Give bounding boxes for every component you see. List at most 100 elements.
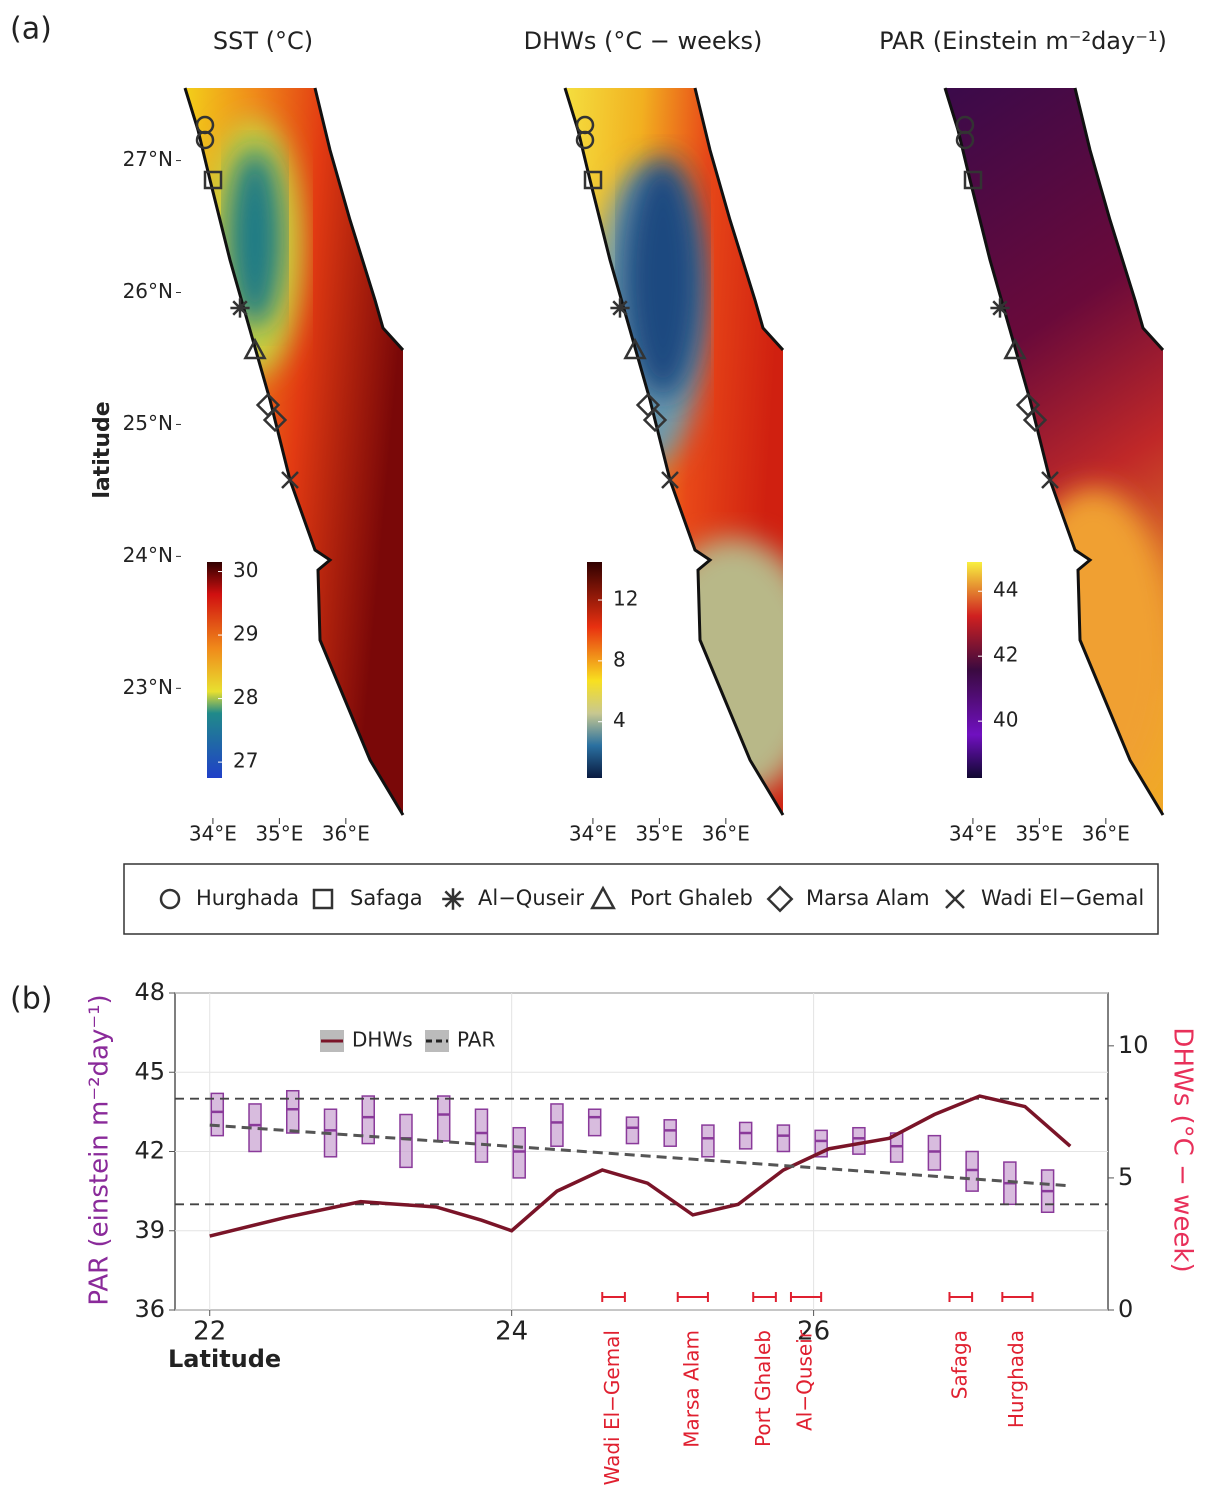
- colorbar: [967, 562, 982, 778]
- site-marker: [963, 170, 983, 190]
- x-tick-label: 26: [797, 1317, 830, 1347]
- par-box: [625, 1116, 640, 1145]
- map-blob: [227, 148, 283, 328]
- site-label: Port Ghaleb: [751, 1330, 775, 1447]
- lon-tick-label: 34°E: [569, 822, 617, 846]
- legend-box: [123, 863, 1159, 935]
- legend-label: DHWs: [352, 1028, 413, 1052]
- site-label: Wadi El−Gemal: [600, 1330, 624, 1485]
- y2-tick-label: 0: [1118, 1295, 1133, 1323]
- par-box: [927, 1134, 942, 1171]
- colorbar-tick-label: 8: [613, 647, 626, 671]
- par-box: [474, 1108, 489, 1163]
- lat-tick-label: 26°N: [123, 279, 173, 303]
- x-axis-label: Latitude: [168, 1345, 281, 1373]
- site-marker: [583, 170, 603, 190]
- par-box: [776, 1124, 791, 1153]
- coastline: [313, 87, 405, 352]
- coastline: [563, 87, 785, 816]
- legend-label: Marsa Alam: [806, 886, 930, 910]
- site-marker: [1041, 471, 1059, 489]
- lon-tick-label: 35°E: [1015, 822, 1063, 846]
- site-marker: [195, 130, 215, 150]
- site-label: Marsa Alam: [679, 1330, 703, 1448]
- colorbar-tick-label: 40: [993, 708, 1018, 732]
- site-range: [601, 1292, 626, 1302]
- maps: SST (°C) 23°N 24°N 25°N 26°N 27°N 34°E 35°E 36°E…: [123, 27, 1167, 846]
- site-marker: [1022, 407, 1048, 433]
- chart: 22 24 26 36 39 42 45 48 0 5 10 Latitude PAR (einstei…: [85, 978, 1198, 1485]
- site-marker: [281, 471, 299, 489]
- site-marker: [203, 170, 223, 190]
- lon-tick-label: 34°E: [189, 822, 237, 846]
- site-range: [948, 1292, 974, 1302]
- lon-tick-label: 34°E: [949, 822, 997, 846]
- colorbar-tick-label: 12: [613, 587, 638, 611]
- par-box: [965, 1150, 979, 1192]
- site-marker: [610, 298, 630, 318]
- y-tick-label: 48: [134, 978, 165, 1006]
- colorbar: [207, 562, 222, 778]
- site-range: [789, 1292, 823, 1302]
- y-tick-label: 36: [134, 1295, 165, 1323]
- y2-axis-label: DHWs (°C − week): [1168, 1027, 1198, 1272]
- par-box: [286, 1089, 300, 1134]
- site-marker: [661, 471, 679, 489]
- par-box: [852, 1126, 866, 1155]
- map-title: DHWs (°C − weeks): [524, 27, 763, 55]
- legend-label: Hurghada: [196, 886, 299, 910]
- coastline: [943, 87, 1165, 816]
- map-blob: [623, 158, 703, 398]
- y2-tick-label: 5: [1118, 1163, 1133, 1191]
- site-marker: [312, 888, 334, 910]
- par-box: [701, 1124, 715, 1158]
- y-tick-label: 45: [134, 1057, 165, 1085]
- colorbar-tick-label: 42: [993, 643, 1018, 667]
- site-marker: [623, 337, 647, 360]
- map-title: PAR (Einstein m⁻²day⁻¹): [879, 27, 1167, 55]
- site-marker: [442, 888, 464, 910]
- legend-label: Port Ghaleb: [630, 886, 753, 910]
- lat-tick-label: 25°N: [123, 411, 173, 435]
- map-blob: [643, 538, 783, 798]
- coastline: [693, 87, 785, 352]
- coastline: [1073, 87, 1165, 352]
- par-box: [550, 1103, 564, 1147]
- site-marker: [575, 130, 595, 150]
- site-range: [676, 1292, 709, 1302]
- par-box: [663, 1119, 677, 1147]
- y-tick-label: 39: [134, 1216, 165, 1244]
- site-label: Safaga: [947, 1330, 971, 1399]
- map-y-label: latitude: [90, 401, 115, 498]
- site-marker: [642, 407, 668, 433]
- par-box: [587, 1108, 602, 1137]
- colorbar-tick-label: 29: [233, 622, 258, 646]
- par-box: [512, 1126, 526, 1179]
- par-box: [361, 1095, 375, 1145]
- site-label: Hurghada: [1004, 1330, 1028, 1428]
- site-marker: [243, 337, 267, 360]
- lon-tick-label: 36°E: [702, 822, 750, 846]
- colorbar-tick-label: 28: [233, 685, 258, 709]
- x-tick-label: 24: [495, 1317, 528, 1347]
- site-marker: [262, 407, 288, 433]
- colorbar-tick-label: 44: [993, 578, 1018, 602]
- site-marker: [1003, 337, 1027, 360]
- site-label: Al−Quseir: [793, 1329, 817, 1431]
- map-blob: [1013, 488, 1163, 808]
- par-box: [738, 1121, 753, 1150]
- colorbar-tick-label: 27: [233, 749, 258, 773]
- x-tick-label: 22: [193, 1317, 226, 1347]
- lon-tick-label: 35°E: [255, 822, 303, 846]
- colorbar-tick-label: 4: [613, 708, 626, 732]
- colorbar: [587, 562, 602, 778]
- site-range: [752, 1292, 777, 1302]
- series-line: [209, 1094, 1072, 1238]
- lon-tick-label: 36°E: [322, 822, 370, 846]
- y-axis-label: PAR (einstein m⁻²day⁻¹): [85, 994, 115, 1305]
- par-box: [436, 1095, 451, 1142]
- coastline: [183, 87, 405, 816]
- map-title: SST (°C): [213, 27, 313, 55]
- site-marker: [766, 885, 794, 913]
- par-box: [210, 1092, 225, 1137]
